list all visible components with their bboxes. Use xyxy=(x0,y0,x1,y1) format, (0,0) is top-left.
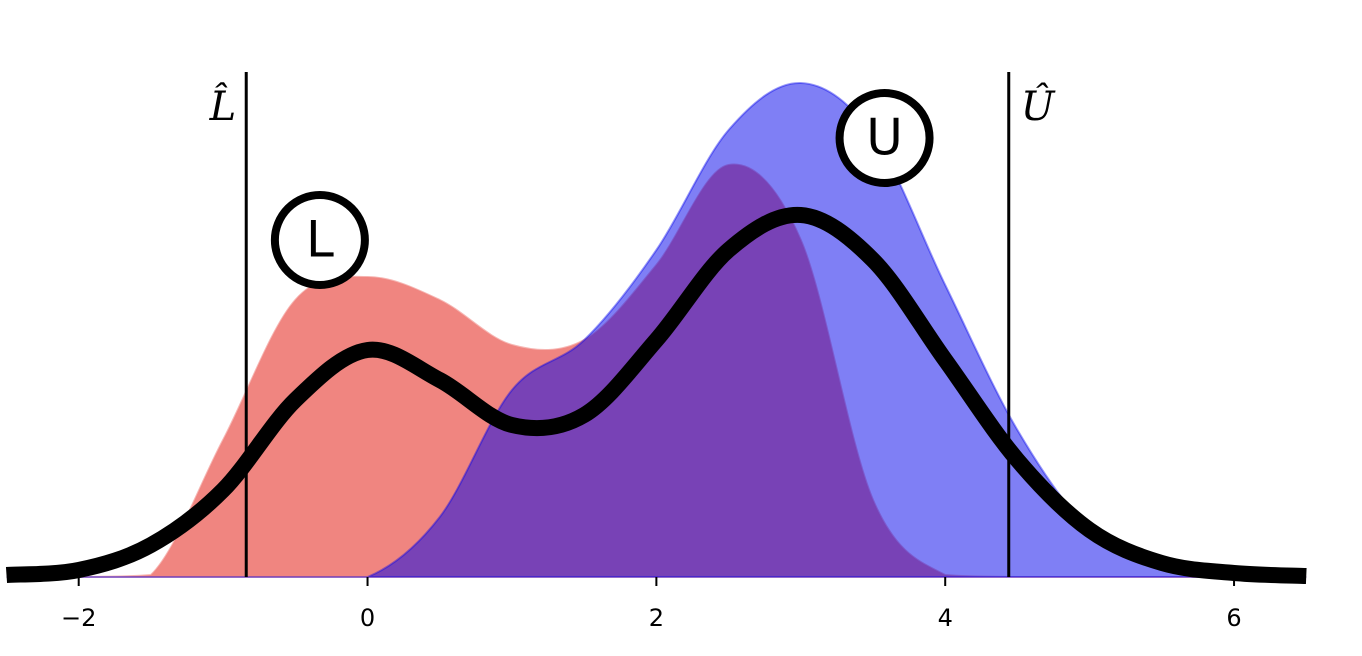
density-line xyxy=(5,206,1307,584)
x-tick-label: 2 xyxy=(649,604,664,632)
marker-label: L xyxy=(306,211,334,269)
marker-circle xyxy=(835,89,934,187)
x-tick-label: 4 xyxy=(938,604,953,632)
bound-label: L̂ xyxy=(209,84,237,130)
marker-label: U xyxy=(866,109,903,167)
bound-label: Û xyxy=(1021,83,1056,130)
x-tick-label: 0 xyxy=(360,604,375,632)
marker-circle xyxy=(270,191,369,289)
x-tick-label: 6 xyxy=(1226,604,1241,632)
x-tick-label: −2 xyxy=(61,604,96,632)
